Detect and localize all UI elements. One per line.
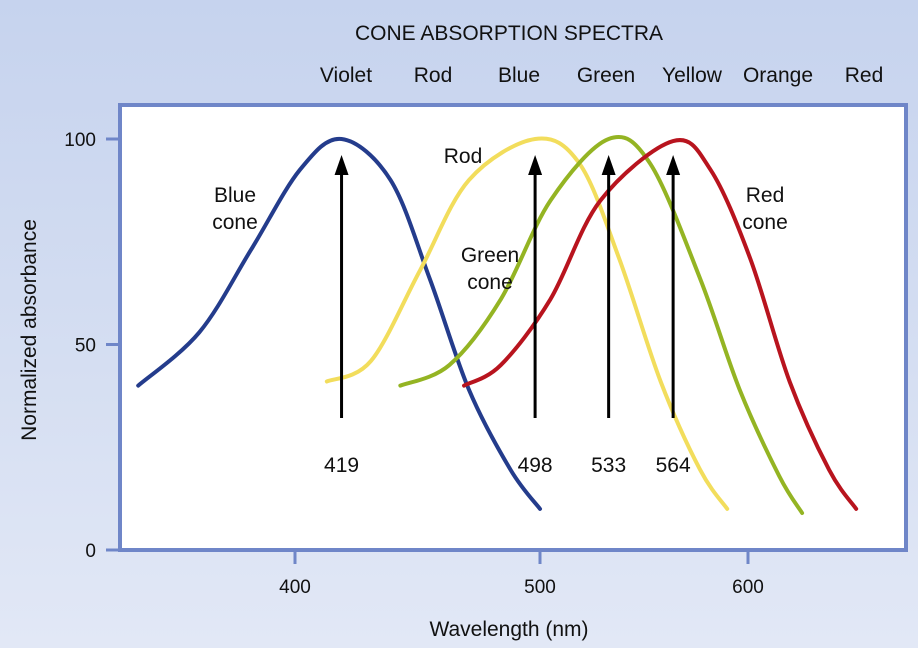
green-cone-curve bbox=[398, 134, 805, 516]
x-tick-label: 400 bbox=[279, 577, 311, 598]
peak-arrow-head bbox=[666, 155, 681, 175]
y-axis-label: Normalized absorbance bbox=[18, 219, 41, 441]
green-cone-label: cone bbox=[467, 271, 513, 294]
y-tick-label: 0 bbox=[85, 541, 96, 562]
red-cone-label: cone bbox=[742, 211, 788, 234]
spectrum-label-yellow: Yellow bbox=[662, 64, 723, 87]
spectrum-label-orange: Orange bbox=[743, 64, 813, 87]
red-cone-label: Red bbox=[746, 184, 785, 207]
x-tick-label: 600 bbox=[732, 577, 764, 598]
plot-area bbox=[118, 103, 908, 552]
blue-cone-curve bbox=[136, 136, 542, 511]
spectrum-label-green: Green bbox=[577, 64, 635, 87]
spectrum-label-rod: Rod bbox=[414, 64, 453, 87]
y-tick-label: 100 bbox=[64, 130, 96, 151]
spectrum-label-blue: Blue bbox=[498, 64, 540, 87]
peak-label: 498 bbox=[518, 454, 553, 477]
peak-arrow-head bbox=[528, 155, 543, 175]
chart-title: CONE ABSORPTION SPECTRA bbox=[355, 22, 663, 45]
peak-label: 419 bbox=[324, 454, 359, 477]
y-tick-label: 50 bbox=[75, 336, 96, 357]
spectrum-label-violet: Violet bbox=[320, 64, 372, 87]
rod-label: Rod bbox=[444, 145, 483, 168]
red-cone-curve bbox=[462, 138, 859, 511]
peak-arrow-head bbox=[334, 155, 349, 175]
x-axis-label: Wavelength (nm) bbox=[429, 618, 588, 641]
blue-cone-label: Blue bbox=[214, 184, 256, 207]
peak-label: 564 bbox=[656, 454, 691, 477]
blue-cone-label: cone bbox=[212, 211, 258, 234]
spectrum-label-red: Red bbox=[845, 64, 884, 87]
green-cone-label: Green bbox=[461, 244, 519, 267]
x-tick-label: 500 bbox=[524, 577, 556, 598]
peak-label: 533 bbox=[591, 454, 626, 477]
peak-arrow-head bbox=[601, 155, 616, 175]
